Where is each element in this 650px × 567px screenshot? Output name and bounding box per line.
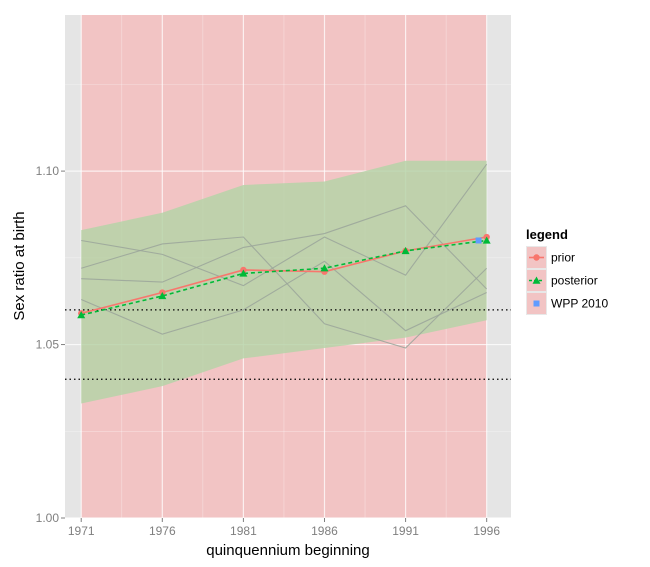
legend-label-wpp-2010: WPP 2010: [551, 297, 608, 311]
x-tick-label: 1986: [311, 524, 338, 538]
legend-label-posterior: posterior: [551, 274, 598, 288]
y-tick-label: 1.00: [36, 511, 60, 525]
y-tick-label: 1.05: [36, 338, 60, 352]
y-tick-label: 1.10: [36, 164, 60, 178]
legend-marker-posterior: [532, 276, 541, 284]
y-axis-title: Sex ratio at birth: [11, 211, 28, 320]
posterior-line: [81, 239, 487, 316]
legend-title: legend: [526, 227, 568, 242]
posterior-point: [77, 311, 86, 319]
wpp-2010-point: [475, 237, 482, 244]
posterior-band: [81, 160, 487, 404]
posterior-point: [239, 269, 248, 277]
x-tick-label: 1976: [149, 524, 176, 538]
x-tick-label: 1996: [473, 524, 500, 538]
posterior-point: [401, 246, 410, 255]
x-tick-label: 1981: [230, 524, 257, 538]
trajectory-line: [81, 205, 488, 290]
posterior-point: [482, 236, 491, 244]
posterior-point: [158, 291, 167, 300]
x-axis-title: quinquennium beginning: [206, 542, 369, 559]
legend: legend prior posterior WPP 2010: [526, 227, 608, 315]
trajectory-line: [81, 163, 488, 287]
trajectory-line: [81, 260, 487, 335]
legend-marker-wpp-2010: [533, 300, 540, 307]
posterior-point: [320, 264, 329, 272]
x-tick-label: 1991: [392, 524, 419, 538]
x-tick-label: 1971: [68, 524, 95, 538]
legend-marker-prior: [533, 254, 540, 261]
trajectory-line: [81, 236, 488, 349]
legend-label-prior: prior: [551, 251, 575, 265]
